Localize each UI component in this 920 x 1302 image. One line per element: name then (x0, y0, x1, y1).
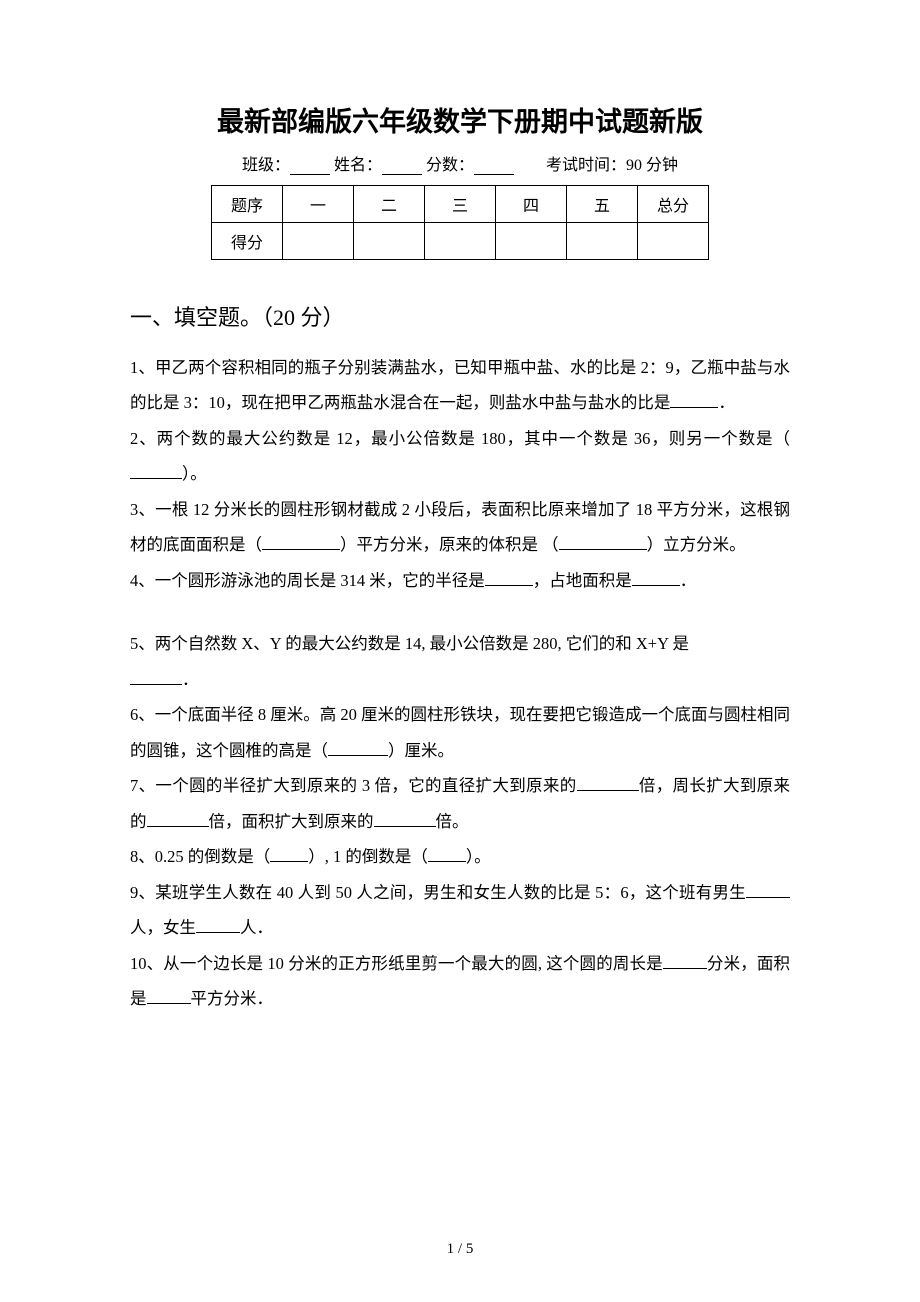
page-number: 1 / 5 (0, 1241, 920, 1258)
fill-blank (670, 391, 718, 408)
score-cell (354, 223, 425, 260)
score-label: 分数： (426, 157, 474, 174)
question-9: 9、某班学生人数在 40 人到 50 人之间，男生和女生人数的比是 5：6，这个… (130, 875, 790, 946)
section-1-heading: 一、填空题。（20 分） (130, 300, 790, 332)
fill-blank (577, 774, 639, 791)
class-label: 班级： (242, 157, 290, 174)
time-label: 考试时间：90 分钟 (546, 157, 678, 174)
score-cell (567, 223, 638, 260)
score-cell (425, 223, 496, 260)
score-table-score-row: 得分 (212, 223, 709, 260)
fill-blank (130, 668, 182, 685)
page-title: 最新部编版六年级数学下册期中试题新版 (130, 100, 790, 139)
score-blank (474, 158, 514, 175)
fill-blank (262, 533, 340, 550)
question-6: 6、一个底面半径 8 厘米。高 20 厘米的圆柱形铁块，现在要把它锻造成一个底面… (130, 697, 790, 768)
question-10: 10、从一个边长是 10 分米的正方形纸里剪一个最大的圆, 这个圆的周长是分米，… (130, 946, 790, 1017)
fill-blank (485, 569, 533, 586)
meta-line: 班级： 姓名： 分数： 考试时间：90 分钟 (130, 151, 790, 175)
score-header-cell: 五 (567, 186, 638, 223)
fill-blank (374, 810, 436, 827)
questions-container: 1、甲乙两个容积相同的瓶子分别装满盐水，已知甲瓶中盐、水的比是 2：9，乙瓶中盐… (130, 350, 790, 1016)
score-cell (496, 223, 567, 260)
fill-blank (428, 845, 466, 862)
fill-blank (147, 810, 209, 827)
score-header-cell: 一 (283, 186, 354, 223)
score-header-cell: 三 (425, 186, 496, 223)
score-cell (638, 223, 709, 260)
fill-blank (147, 987, 191, 1004)
score-cell (283, 223, 354, 260)
question-2: 2、两个数的最大公约数是 12，最小公倍数是 180，其中一个数是 36，则另一… (130, 421, 790, 492)
score-row-label: 得分 (212, 223, 283, 260)
score-header-cell: 四 (496, 186, 567, 223)
class-blank (290, 158, 330, 175)
fill-blank (663, 952, 707, 969)
score-table: 题序 一 二 三 四 五 总分 得分 (211, 185, 709, 260)
fill-blank (746, 881, 790, 898)
name-label: 姓名： (334, 157, 382, 174)
score-table-header-row: 题序 一 二 三 四 五 总分 (212, 186, 709, 223)
score-header-cell: 二 (354, 186, 425, 223)
exam-page: 最新部编版六年级数学下册期中试题新版 班级： 姓名： 分数： 考试时间：90 分… (0, 0, 920, 1302)
fill-blank (632, 569, 680, 586)
question-1: 1、甲乙两个容积相同的瓶子分别装满盐水，已知甲瓶中盐、水的比是 2：9，乙瓶中盐… (130, 350, 790, 421)
question-4: 4、一个圆形游泳池的周长是 314 米，它的半径是，占地面积是． (130, 563, 790, 598)
score-header-cell: 题序 (212, 186, 283, 223)
fill-blank (328, 739, 388, 756)
fill-blank (559, 533, 647, 550)
fill-blank (270, 845, 308, 862)
question-7: 7、一个圆的半径扩大到原来的 3 倍，它的直径扩大到原来的倍，周长扩大到原来的倍… (130, 768, 790, 839)
score-header-cell: 总分 (638, 186, 709, 223)
question-5: 5、两个自然数 X、Y 的最大公约数是 14, 最小公倍数是 280, 它们的和… (130, 626, 790, 697)
question-3: 3、一根 12 分米长的圆柱形钢材截成 2 小段后，表面积比原来增加了 18 平… (130, 492, 790, 563)
fill-blank (196, 916, 240, 933)
question-8: 8、0.25 的倒数是（）, 1 的倒数是（）。 (130, 839, 790, 874)
name-blank (382, 158, 422, 175)
fill-blank (130, 462, 182, 479)
